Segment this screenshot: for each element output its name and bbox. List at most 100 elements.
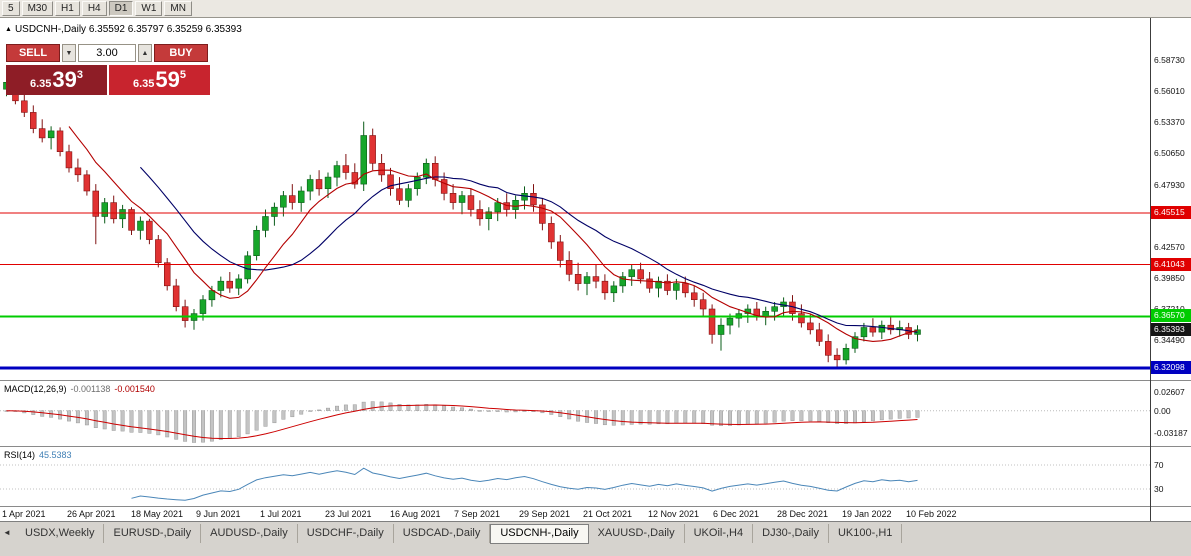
time-axis-label: 16 Aug 2021 — [390, 509, 441, 519]
volume-decrease-button[interactable]: ▼ — [62, 44, 76, 62]
macd-value-1: -0.001138 — [70, 384, 111, 394]
candle — [682, 276, 689, 298]
candle — [717, 318, 725, 351]
rsi-value: 45.5383 — [39, 450, 72, 460]
candle — [101, 198, 109, 224]
chart-tab-ukoilh4[interactable]: UKOil-,H4 — [685, 524, 754, 543]
pane-separator[interactable] — [0, 446, 1191, 447]
chart-tab-dj30daily[interactable]: DJ30-,Daily — [753, 524, 829, 543]
ma-line-slow — [139, 166, 918, 333]
tab-scroll-left-icon[interactable]: ◄ — [3, 528, 11, 537]
candle — [521, 186, 528, 210]
chart-tab-usdcnhdaily[interactable]: USDCNH-,Daily — [490, 524, 589, 544]
candle — [172, 278, 180, 312]
chart-tab-bar: ◄ USDX,Weekly EURUSD-,Daily AUDUSD-,Daily U… — [0, 521, 1191, 556]
sell-price-display[interactable]: 6.35 39 3 — [6, 65, 107, 95]
volume-input[interactable] — [78, 44, 136, 62]
price-chart[interactable] — [0, 18, 1150, 380]
candle — [673, 278, 680, 300]
candle — [110, 195, 117, 224]
candle — [869, 318, 877, 337]
buy-button[interactable]: BUY — [154, 44, 208, 62]
candle — [565, 251, 573, 282]
candle — [306, 174, 314, 201]
chart-tab-eurusddaily[interactable]: EURUSD-,Daily — [104, 524, 202, 543]
candle — [92, 184, 100, 245]
candle — [592, 265, 600, 289]
candle — [146, 218, 153, 245]
timeframe-button-w1[interactable]: W1 — [135, 1, 163, 16]
sell-price-pip: 3 — [76, 69, 84, 81]
candle — [65, 144, 73, 173]
time-axis-label: 7 Sep 2021 — [454, 509, 501, 519]
time-axis-label: 29 Sep 2021 — [519, 509, 571, 519]
candle — [396, 177, 403, 205]
candle — [735, 309, 743, 328]
rsi-indicator-label: RSI(14) 45.5383 — [4, 450, 72, 460]
time-axis-label: 23 Jul 2021 — [325, 509, 372, 519]
chart-tab-usdcaddaily[interactable]: USDCAD-,Daily — [394, 524, 491, 543]
buy-price-big: 59 — [155, 67, 180, 92]
candle — [137, 216, 144, 240]
candle — [467, 188, 475, 217]
pane-separator[interactable] — [0, 380, 1191, 381]
buy-price-pip: 5 — [179, 69, 187, 81]
timeframe-button-5[interactable]: 5 — [2, 1, 20, 16]
candle — [556, 235, 564, 268]
candle — [431, 156, 439, 187]
candle — [619, 272, 626, 293]
sell-button[interactable]: SELL — [6, 44, 60, 62]
candle — [119, 204, 126, 228]
current-price-badge: 6.35393 — [1151, 323, 1191, 336]
candle — [655, 276, 662, 298]
chart-tab-usdchfdaily[interactable]: USDCHF-,Daily — [298, 524, 394, 543]
axis-label: 6.50650 — [1154, 148, 1185, 158]
candle — [449, 184, 457, 210]
time-axis-label: 1 Apr 2021 — [2, 509, 46, 519]
chart-tab-audusddaily[interactable]: AUDUSD-,Daily — [201, 524, 298, 543]
candle — [583, 272, 591, 296]
sell-price-base: 6.35 — [29, 78, 52, 90]
axis-label: 0.00 — [1154, 406, 1171, 416]
chart-tab-usdxweekly[interactable]: USDX,Weekly — [16, 524, 105, 543]
buy-price-display[interactable]: 6.35 59 5 — [109, 65, 210, 95]
candle — [164, 258, 171, 291]
candle — [878, 320, 886, 340]
time-axis-label: 9 Jun 2021 — [196, 509, 241, 519]
candle — [315, 170, 323, 196]
arrow-down-icon: ▼ — [65, 49, 73, 57]
candle — [56, 127, 64, 157]
candle — [288, 184, 296, 210]
symbol-info: ▲ USDCNH-,Daily 6.35592 6.35797 6.35259 6… — [5, 24, 242, 35]
candle — [181, 299, 189, 328]
timeframe-button-d1[interactable]: D1 — [108, 1, 134, 16]
axis-label: 6.47930 — [1154, 180, 1185, 190]
timeframe-button-mn[interactable]: MN — [164, 1, 192, 16]
candle — [29, 105, 37, 134]
candles — [3, 70, 921, 368]
candle — [208, 285, 216, 307]
chart-tab-xauusddaily[interactable]: XAUUSD-,Daily — [589, 524, 685, 543]
timeframe-button-h1[interactable]: H1 — [55, 1, 80, 16]
timeframe-button-m30[interactable]: M30 — [21, 1, 54, 16]
timeframe-button-h4[interactable]: H4 — [81, 1, 107, 16]
macd-pane[interactable] — [0, 381, 1150, 446]
rsi-pane[interactable] — [0, 447, 1150, 507]
candle — [405, 184, 412, 208]
candle — [271, 202, 278, 226]
time-axis-label: 28 Dec 2021 — [777, 509, 829, 519]
candle — [539, 198, 546, 231]
candle — [280, 191, 287, 217]
candle — [360, 121, 367, 191]
volume-increase-button[interactable]: ▲ — [138, 44, 152, 62]
macd-name: MACD(12,26,9) — [4, 384, 67, 394]
ma-line-fast — [68, 126, 918, 342]
axis-label: 6.39850 — [1154, 273, 1185, 283]
chart-tab-uk100h1[interactable]: UK100-,H1 — [829, 524, 903, 543]
macd-indicator-label: MACD(12,26,9) -0.001138 -0.001540 — [4, 384, 155, 394]
candle — [190, 309, 198, 330]
candle — [378, 154, 385, 182]
candle — [771, 302, 778, 321]
